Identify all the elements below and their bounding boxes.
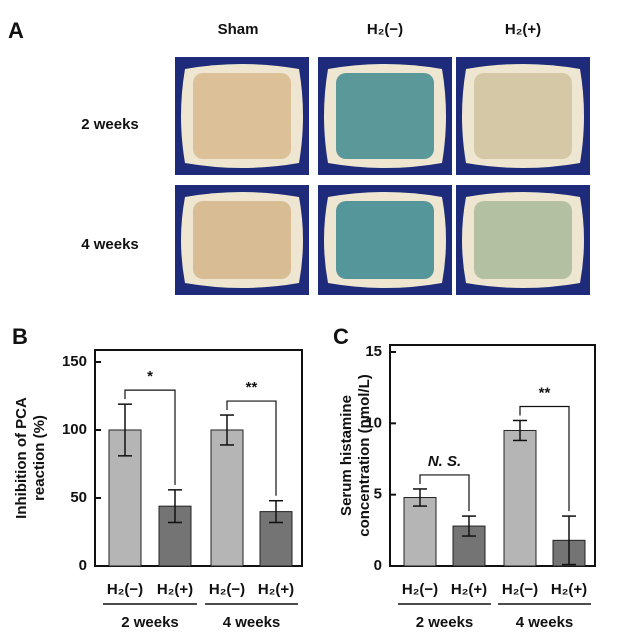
photos xyxy=(175,57,590,295)
skin-center xyxy=(336,73,434,159)
y-tick-label: 100 xyxy=(62,421,87,438)
group-label: 2 weeks xyxy=(121,614,179,631)
axes-frame xyxy=(389,344,596,567)
x-tick-label: H₂(+) xyxy=(157,581,193,598)
bar xyxy=(210,429,244,567)
panel-label: A xyxy=(8,18,24,43)
y-tick-label: 5 xyxy=(374,486,382,503)
group-label: 4 weeks xyxy=(223,614,281,631)
significance-label: ** xyxy=(246,379,258,396)
y-tick-label: 0 xyxy=(79,557,87,574)
column-label: H₂(−) xyxy=(367,21,403,38)
significance-bracket xyxy=(226,400,277,496)
skin-center xyxy=(193,73,291,159)
y-tick-label: 0 xyxy=(374,557,382,574)
row-label: 2 weeks xyxy=(81,116,139,133)
y-tick-label: 150 xyxy=(62,353,87,370)
x-tick-label: H₂(−) xyxy=(502,581,538,598)
significance-label: * xyxy=(147,368,153,385)
y-tick-label: 15 xyxy=(365,343,382,360)
axes-frame xyxy=(94,349,303,567)
skin-center xyxy=(474,201,572,279)
skin-center xyxy=(474,73,572,159)
column-label: Sham xyxy=(218,21,259,38)
significance-bracket xyxy=(419,474,470,512)
x-tick-label: H₂(+) xyxy=(551,581,587,598)
x-tick-label: H₂(+) xyxy=(451,581,487,598)
x-tick-label: H₂(−) xyxy=(107,581,143,598)
y-tick-label: 10 xyxy=(365,414,382,431)
group-label: 2 weeks xyxy=(416,614,474,631)
panel-label: B xyxy=(12,324,28,349)
skin-center xyxy=(336,201,434,279)
group-label: 4 weeks xyxy=(516,614,574,631)
y-axis-label: reaction (%) xyxy=(31,415,48,501)
bar xyxy=(403,497,437,567)
y-axis-label: Inhibition of PCA xyxy=(13,397,30,519)
panel-label: C xyxy=(333,324,349,349)
x-tick-label: H₂(−) xyxy=(402,581,438,598)
significance-label: N. S. xyxy=(428,453,461,470)
x-tick-label: H₂(+) xyxy=(258,581,294,598)
significance-bracket xyxy=(519,405,570,512)
significance-label: ** xyxy=(539,384,551,401)
y-tick-label: 50 xyxy=(70,489,87,506)
skin-center xyxy=(193,201,291,279)
y-axis-label: concentration (nmol/L) xyxy=(356,374,373,537)
significance-bracket xyxy=(124,389,176,485)
x-tick-label: H₂(−) xyxy=(209,581,245,598)
column-label: H₂(+) xyxy=(505,21,541,38)
y-axis-label: Serum histamine xyxy=(338,395,355,516)
row-label: 4 weeks xyxy=(81,236,139,253)
bar xyxy=(503,429,537,567)
